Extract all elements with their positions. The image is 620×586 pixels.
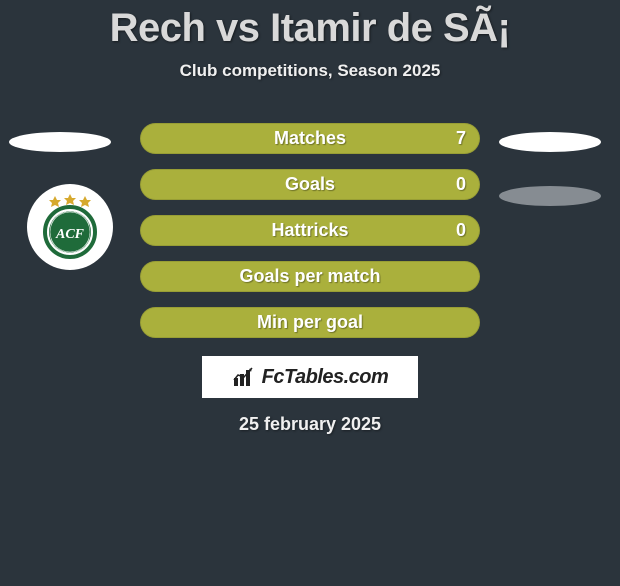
page-subtitle: Club competitions, Season 2025 [0,61,620,81]
stat-label: Hattricks [271,220,348,241]
page-title: Rech vs Itamir de SÃ¡ [0,6,620,51]
stat-label: Matches [274,128,346,149]
date-label: 25 february 2025 [0,414,620,435]
club-abbr: ACF [55,227,85,242]
club-left-badge: ACF [27,184,113,270]
stat-row: Goals 0 [140,169,480,200]
stats-list: Matches 7 Goals 0 Hattricks 0 Goals per match M… [140,123,480,338]
player-left-placeholder [9,132,111,152]
stat-value: 0 [456,174,466,195]
branding-badge: FcTables.com [202,356,418,398]
stat-row: Goals per match [140,261,480,292]
stat-label: Goals per match [239,266,380,287]
stat-label: Min per goal [257,312,363,333]
stat-row: Hattricks 0 [140,215,480,246]
player-right-placeholder [499,132,601,152]
club-right-placeholder [499,186,601,206]
stat-value: 0 [456,220,466,241]
club-crest-icon: ACF [35,192,105,262]
chart-icon [232,366,258,388]
branding-text: FcTables.com [262,366,389,389]
stat-row: Min per goal [140,307,480,338]
stat-value: 7 [456,128,466,149]
stat-row: Matches 7 [140,123,480,154]
stat-label: Goals [285,174,335,195]
